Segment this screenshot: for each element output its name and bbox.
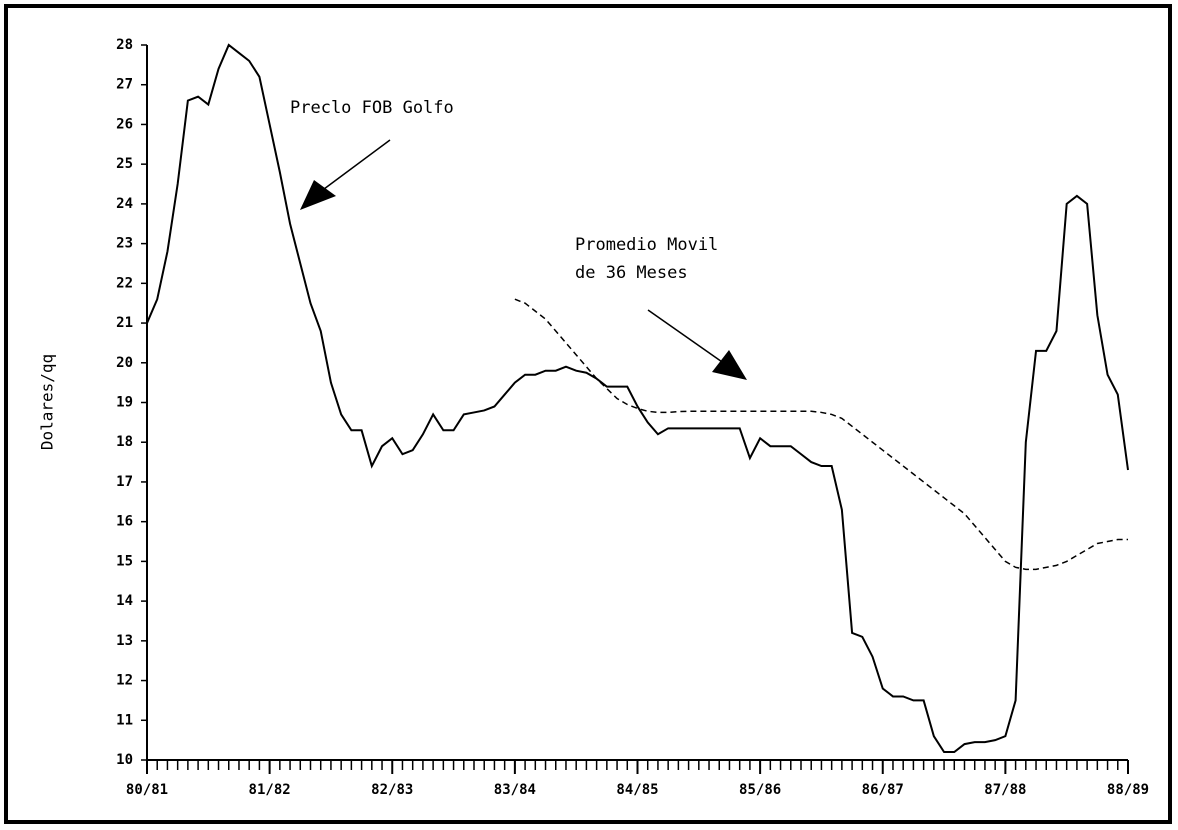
- x-tick-label: 87/88: [984, 782, 1026, 798]
- arrow: [647, 309, 726, 365]
- y-tick-label: 20: [116, 355, 133, 371]
- annotation: Promedio Movil: [575, 235, 718, 255]
- y-tick-label: 10: [116, 752, 133, 768]
- y-tick-label: 21: [116, 315, 133, 331]
- y-axis-label: Dolares/qq: [38, 354, 57, 450]
- y-tick-label: 24: [116, 196, 133, 212]
- x-tick-label: 80/81: [126, 782, 168, 798]
- y-tick-label: 23: [116, 236, 133, 252]
- y-tick-label: 12: [116, 673, 133, 689]
- x-tick-label: 81/82: [249, 782, 291, 798]
- x-tick-label: 85/86: [739, 782, 781, 798]
- y-tick-label: 11: [116, 712, 133, 728]
- y-tick-label: 13: [116, 633, 133, 649]
- y-tick-label: 26: [116, 116, 133, 132]
- y-tick-label: 25: [116, 156, 133, 172]
- annotation: de 36 Meses: [575, 263, 688, 283]
- y-tick-label: 15: [116, 553, 133, 569]
- x-tick-label: 88/89: [1107, 782, 1149, 798]
- x-tick-label: 86/87: [862, 782, 904, 798]
- y-tick-label: 28: [116, 37, 133, 53]
- y-tick-label: 18: [116, 434, 133, 450]
- y-tick-label: 19: [116, 395, 133, 411]
- x-tick-label: 83/84: [494, 782, 536, 798]
- annotation: Preclo FOB Golfo: [290, 98, 454, 118]
- x-tick-label: 84/85: [616, 782, 658, 798]
- arrow-head: [712, 350, 747, 380]
- arrow-head: [300, 180, 336, 210]
- y-tick-label: 16: [116, 514, 133, 530]
- y-tick-label: 22: [116, 275, 133, 291]
- frame: [4, 4, 1172, 824]
- y-tick-label: 27: [116, 77, 133, 93]
- series-line: [146, 43, 1129, 754]
- series-line: [514, 298, 1128, 571]
- y-tick-label: 17: [116, 474, 133, 490]
- x-tick-label: 82/83: [371, 782, 413, 798]
- arrow: [319, 139, 391, 193]
- y-tick-label: 14: [116, 593, 133, 609]
